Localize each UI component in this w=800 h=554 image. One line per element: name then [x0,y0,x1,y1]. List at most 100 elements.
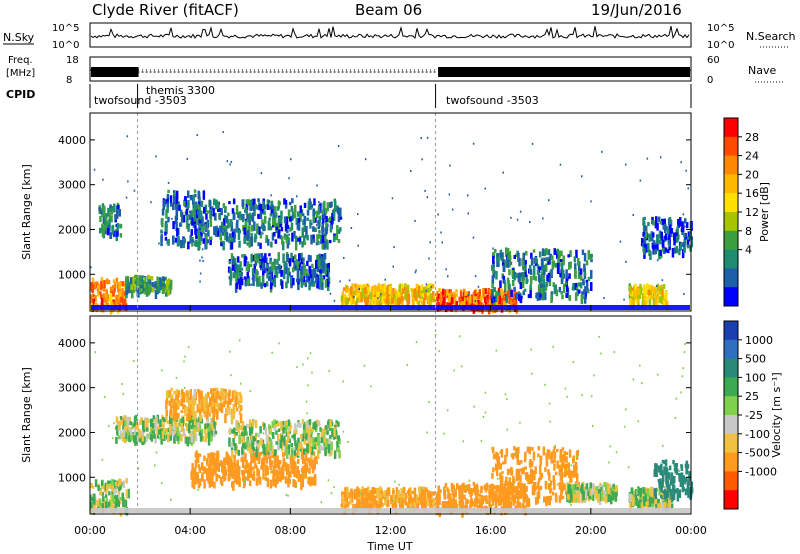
power-cell [172,221,175,230]
velocity-cell [454,500,458,506]
power-cell [241,199,244,207]
power-cell [112,291,115,297]
velocity-cell [517,497,520,503]
power-speck [472,236,475,239]
power-cell [480,295,483,302]
power-cell [250,205,254,210]
velocity-cell [607,484,610,492]
velocity-cell [508,477,512,485]
power-cell [683,238,686,244]
power-cell [662,284,666,289]
power-cell [334,205,338,212]
power-cell [294,235,298,243]
velocity-cell [532,470,535,479]
velocity-cell [266,436,269,444]
velocity-cell [644,493,648,503]
velocity-cell [373,488,377,494]
power-cell [384,294,387,304]
power-cell [446,289,449,296]
power-cell [518,294,521,301]
velocity-cell [653,469,656,477]
velocity-speck [552,345,554,348]
power-colorbar-swatch [724,174,738,194]
power-cell [202,190,206,200]
power-cell [194,241,198,246]
velocity-cell [370,503,374,510]
power-speck [503,290,506,293]
velocity-speck [636,487,639,490]
power-cell [271,232,275,241]
power-cell [490,293,494,304]
velocity-cell [447,489,450,496]
power-cell [644,288,648,296]
velocity-cell [438,495,441,505]
velocity-cell [319,427,322,432]
power-cell [574,269,577,279]
velocity-cell [499,463,502,470]
velocity-cell [194,452,198,458]
power-cell [317,225,320,230]
power-cell [554,262,557,268]
velocity-cell [175,421,178,427]
power-cell [229,267,232,274]
velocity-cell [315,424,318,428]
power-speck [680,161,682,164]
velocity-cell [241,470,244,476]
power-cell [140,285,143,289]
velocity-cell [173,399,176,408]
velocity-cell [351,492,354,496]
date-title: 19/Jun/2016 [591,1,682,19]
power-cell [401,288,405,294]
power-cell [100,294,103,299]
power-speck [410,170,412,172]
power-cell [482,288,485,297]
velocity-cell [670,488,673,497]
power-speck [393,246,395,249]
power-cell [307,254,311,262]
velocity-cell [174,406,178,416]
velocity-cell [499,492,502,502]
power-cell [367,286,371,294]
power-cell [547,249,551,256]
velocity-cell [502,492,506,501]
velocity-speck [613,351,616,354]
velocity-cell [436,491,440,502]
velocity-cell [207,405,210,415]
velocity-cell [295,474,299,479]
power-cell [119,291,122,298]
velocity-cell [242,469,246,478]
velocity-cell [661,502,664,508]
power-cell [306,209,310,216]
velocity-speck [615,451,618,454]
power-cell [285,238,289,244]
power-cell [242,213,245,221]
power-cell [483,296,487,303]
power-cell [561,269,564,280]
power-cell [235,205,239,215]
power-speck [201,248,204,251]
power-cell [668,223,672,232]
power-cell [508,251,511,260]
power-cell [246,214,249,220]
power-cell [321,223,325,232]
freq-strip-frame [89,56,692,82]
velocity-cell [270,470,273,474]
power-cell [575,282,579,290]
velocity-cell [233,462,236,468]
velocity-cell [328,438,331,444]
velocity-cell [685,477,688,482]
velocity-speck [309,352,312,355]
power-cell [502,264,505,272]
power-cell [175,206,179,215]
velocity-speck [164,431,166,434]
freq-tick-high: 18 [66,55,79,66]
velocity-cell [210,452,213,456]
power-cell [645,231,648,238]
power-cell [233,212,236,220]
velocity-speck [137,467,140,470]
velocity-cell [193,417,197,426]
power-cell [393,293,396,304]
power-cell [99,215,102,223]
velocity-cell [173,390,176,395]
power-cell [639,283,642,289]
